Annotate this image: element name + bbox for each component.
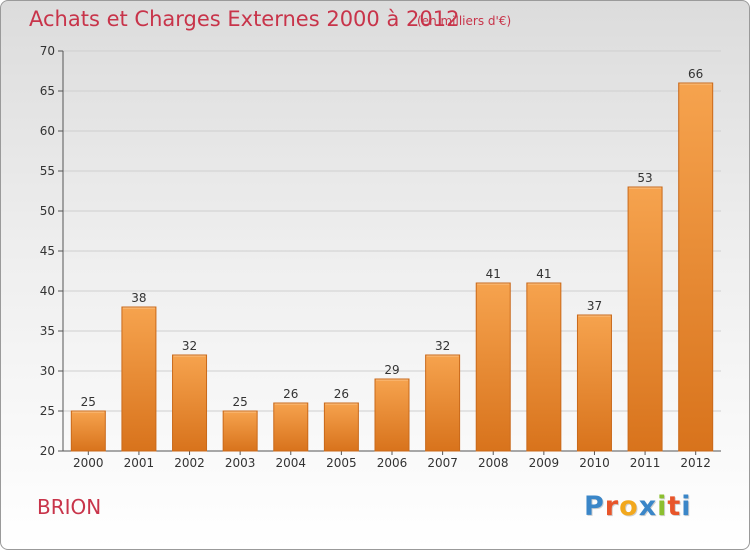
data-label-2000: 25 — [81, 395, 96, 409]
bar-2002 — [172, 354, 208, 452]
data-label-2002: 32 — [182, 339, 197, 353]
data-label-2004: 26 — [283, 387, 298, 401]
x-tick-label-2000: 2000 — [73, 456, 104, 470]
logo-letter: i — [681, 491, 692, 522]
chart-title: Achats et Charges Externes 2000 à 2012 — [29, 7, 460, 31]
y-tick-label: 50 — [40, 204, 55, 218]
logo-letter: t — [667, 491, 682, 522]
x-tick-label-2007: 2007 — [427, 456, 458, 470]
bar-2011 — [627, 186, 663, 452]
data-label-2011: 53 — [637, 171, 652, 185]
bar-2001 — [121, 306, 157, 452]
y-tick-label: 60 — [40, 124, 55, 138]
x-tick-label-2006: 2006 — [377, 456, 408, 470]
y-tick-label: 45 — [40, 244, 55, 258]
data-label-2003: 25 — [233, 395, 248, 409]
y-tick-label: 70 — [40, 44, 55, 58]
y-tick-label: 65 — [40, 84, 55, 98]
logo-letter: r — [604, 491, 620, 522]
bar-2009 — [526, 282, 562, 452]
data-labels: 25 38 32 25 26 26 29 32 41 41 37 53 66 — [81, 67, 704, 409]
x-tick-label-2008: 2008 — [478, 456, 509, 470]
x-tick-label-2009: 2009 — [529, 456, 560, 470]
data-label-2009: 41 — [536, 267, 551, 281]
y-tick-label: 35 — [40, 324, 55, 338]
x-tick-label-2002: 2002 — [174, 456, 205, 470]
chart-subtitle: (en milliers d'€) — [417, 14, 512, 28]
data-label-2006: 29 — [384, 363, 399, 377]
proxiti-logo: Proxiti — [584, 491, 692, 522]
grid-lines — [63, 50, 721, 412]
bars — [70, 82, 714, 452]
x-tick-label-2003: 2003 — [225, 456, 256, 470]
logo-letter: P — [584, 491, 605, 522]
y-tick-label: 20 — [40, 444, 55, 458]
x-tick-label-2010: 2010 — [579, 456, 610, 470]
data-label-2001: 38 — [131, 291, 146, 305]
x-tick-label-2004: 2004 — [275, 456, 306, 470]
bar-2012 — [678, 82, 714, 452]
bar-2004 — [273, 402, 309, 452]
y-tick-label: 25 — [40, 404, 55, 418]
x-tick-label-2012: 2012 — [680, 456, 711, 470]
y-tick-label: 30 — [40, 364, 55, 378]
bar-2006 — [374, 378, 410, 452]
x-tick-label-2011: 2011 — [630, 456, 661, 470]
logo-letter: o — [619, 491, 639, 522]
logo-letter: i — [657, 491, 668, 522]
data-label-2012: 66 — [688, 67, 703, 81]
bar-2008 — [475, 282, 511, 452]
bar-2000 — [70, 410, 106, 452]
x-tick-label-2001: 2001 — [124, 456, 155, 470]
data-label-2010: 37 — [587, 299, 602, 313]
bar-2005 — [323, 402, 359, 452]
y-tick-label: 40 — [40, 284, 55, 298]
commune-name: BRION — [37, 495, 102, 519]
bar-2010 — [576, 314, 612, 452]
bar-2007 — [425, 354, 461, 452]
data-label-2005: 26 — [334, 387, 349, 401]
bar-2003 — [222, 410, 258, 452]
y-tick-label: 55 — [40, 164, 55, 178]
logo-letter: x — [638, 491, 658, 522]
data-label-2008: 41 — [486, 267, 501, 281]
x-tick-label-2005: 2005 — [326, 456, 357, 470]
data-label-2007: 32 — [435, 339, 450, 353]
